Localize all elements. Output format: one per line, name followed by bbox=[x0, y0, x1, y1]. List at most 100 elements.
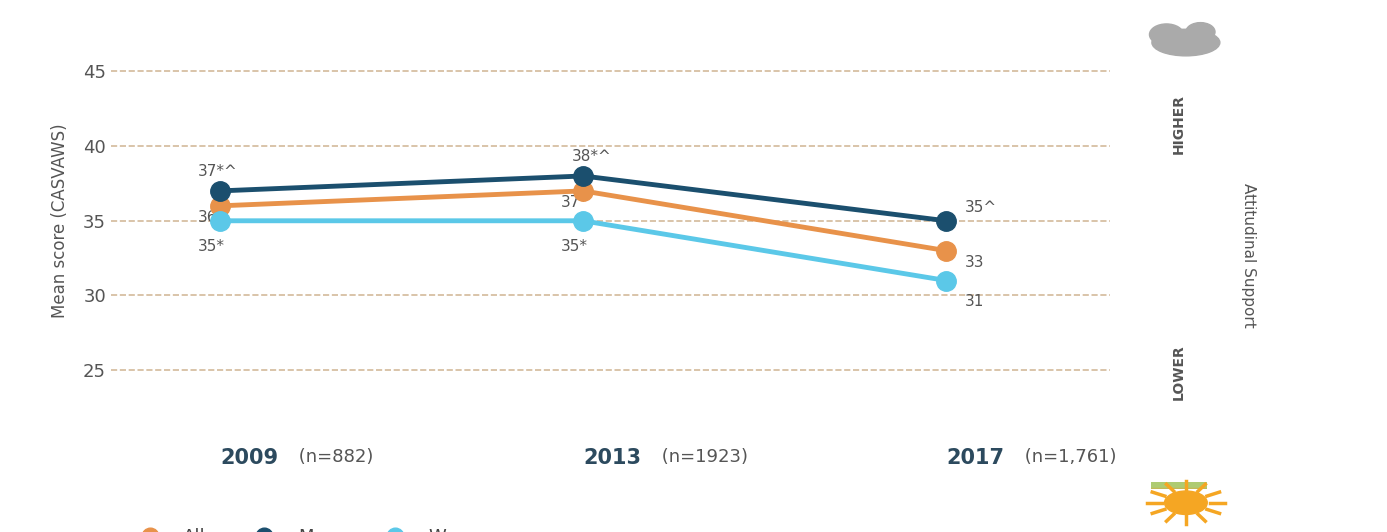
Bar bbox=[1151, 487, 1207, 491]
Women bbox=[574, 218, 591, 224]
Men bbox=[212, 188, 229, 194]
Bar bbox=[1151, 486, 1207, 491]
Bar bbox=[1151, 485, 1207, 489]
Bar bbox=[1151, 484, 1207, 489]
Bar bbox=[1151, 483, 1207, 488]
Bar bbox=[1151, 483, 1207, 487]
Bar bbox=[1151, 484, 1207, 489]
Bar bbox=[1151, 484, 1207, 489]
Bar bbox=[1151, 484, 1207, 488]
Bar bbox=[1151, 484, 1207, 488]
Bar bbox=[1151, 483, 1207, 488]
Bar bbox=[1151, 483, 1207, 487]
Bar bbox=[1151, 486, 1207, 491]
Bar bbox=[1151, 484, 1207, 488]
Bar bbox=[1151, 483, 1207, 487]
Bar bbox=[1151, 486, 1207, 491]
Bar bbox=[1151, 487, 1207, 492]
Bar bbox=[1151, 486, 1207, 491]
Bar bbox=[1151, 486, 1207, 491]
Bar bbox=[1151, 486, 1207, 491]
Text: 33: 33 bbox=[964, 255, 983, 270]
Bar bbox=[1151, 484, 1207, 489]
Bar bbox=[1151, 486, 1207, 491]
Line: Men: Men bbox=[211, 166, 956, 230]
Bar bbox=[1151, 485, 1207, 489]
Y-axis label: Mean score (CASVAWS): Mean score (CASVAWS) bbox=[51, 123, 69, 318]
Bar bbox=[1151, 485, 1207, 489]
Bar bbox=[1151, 483, 1207, 487]
Bar bbox=[1151, 485, 1207, 489]
Bar bbox=[1151, 486, 1207, 491]
Bar bbox=[1151, 484, 1207, 489]
Bar bbox=[1151, 483, 1207, 487]
Bar bbox=[1151, 486, 1207, 491]
Bar bbox=[1151, 485, 1207, 489]
Bar bbox=[1151, 485, 1207, 490]
Bar bbox=[1151, 485, 1207, 490]
Bar bbox=[1151, 484, 1207, 488]
Bar bbox=[1151, 486, 1207, 490]
Text: 36*: 36* bbox=[198, 210, 225, 225]
Ellipse shape bbox=[1186, 22, 1215, 41]
Bar bbox=[1151, 483, 1207, 487]
Bar bbox=[1151, 484, 1207, 489]
Bar bbox=[1151, 484, 1207, 488]
Bar bbox=[1151, 486, 1207, 491]
Bar bbox=[1151, 483, 1207, 488]
Text: 37*: 37* bbox=[562, 195, 588, 210]
Bar bbox=[1151, 484, 1207, 488]
Bar bbox=[1151, 486, 1207, 491]
Bar bbox=[1151, 485, 1207, 489]
Ellipse shape bbox=[1151, 29, 1219, 56]
Bar bbox=[1151, 484, 1207, 488]
Bar bbox=[1151, 484, 1207, 488]
Bar bbox=[1151, 484, 1207, 488]
Bar bbox=[1151, 487, 1207, 492]
Bar bbox=[1151, 485, 1207, 490]
Text: 2009: 2009 bbox=[221, 448, 277, 468]
Bar bbox=[1151, 483, 1207, 488]
Bar bbox=[1151, 487, 1207, 491]
Text: 31: 31 bbox=[964, 294, 983, 309]
Bar bbox=[1151, 484, 1207, 488]
Men bbox=[574, 173, 591, 179]
Bar bbox=[1151, 485, 1207, 489]
Bar bbox=[1151, 484, 1207, 489]
Bar bbox=[1151, 485, 1207, 490]
Text: Attitudinal Support: Attitudinal Support bbox=[1241, 183, 1255, 328]
Women bbox=[938, 277, 954, 284]
Bar bbox=[1151, 484, 1207, 488]
Text: 35*: 35* bbox=[562, 239, 588, 254]
Bar bbox=[1151, 486, 1207, 491]
Bar bbox=[1151, 485, 1207, 490]
Bar bbox=[1151, 487, 1207, 492]
Ellipse shape bbox=[1150, 24, 1183, 45]
Bar bbox=[1151, 485, 1207, 489]
Bar bbox=[1151, 487, 1207, 492]
Bar bbox=[1151, 485, 1207, 489]
Text: HIGHER: HIGHER bbox=[1172, 94, 1186, 154]
Bar bbox=[1151, 484, 1207, 489]
Bar bbox=[1151, 485, 1207, 490]
Bar bbox=[1151, 483, 1207, 487]
Bar bbox=[1151, 485, 1207, 490]
Legend: All, Men, Women: All, Men, Women bbox=[121, 521, 503, 532]
Bar bbox=[1151, 486, 1207, 491]
Bar bbox=[1151, 487, 1207, 492]
Bar bbox=[1151, 483, 1207, 488]
Circle shape bbox=[1165, 491, 1207, 514]
Bar bbox=[1151, 486, 1207, 491]
Bar bbox=[1151, 484, 1207, 488]
Text: LOWER: LOWER bbox=[1172, 345, 1186, 400]
All bbox=[574, 188, 591, 194]
Women bbox=[212, 218, 229, 224]
Bar bbox=[1151, 486, 1207, 491]
Bar bbox=[1151, 483, 1207, 488]
Text: 2013: 2013 bbox=[583, 448, 641, 468]
Bar bbox=[1151, 486, 1207, 491]
Bar bbox=[1151, 486, 1207, 491]
Bar bbox=[1151, 486, 1207, 491]
Bar bbox=[1151, 487, 1207, 492]
Bar bbox=[1151, 487, 1207, 492]
